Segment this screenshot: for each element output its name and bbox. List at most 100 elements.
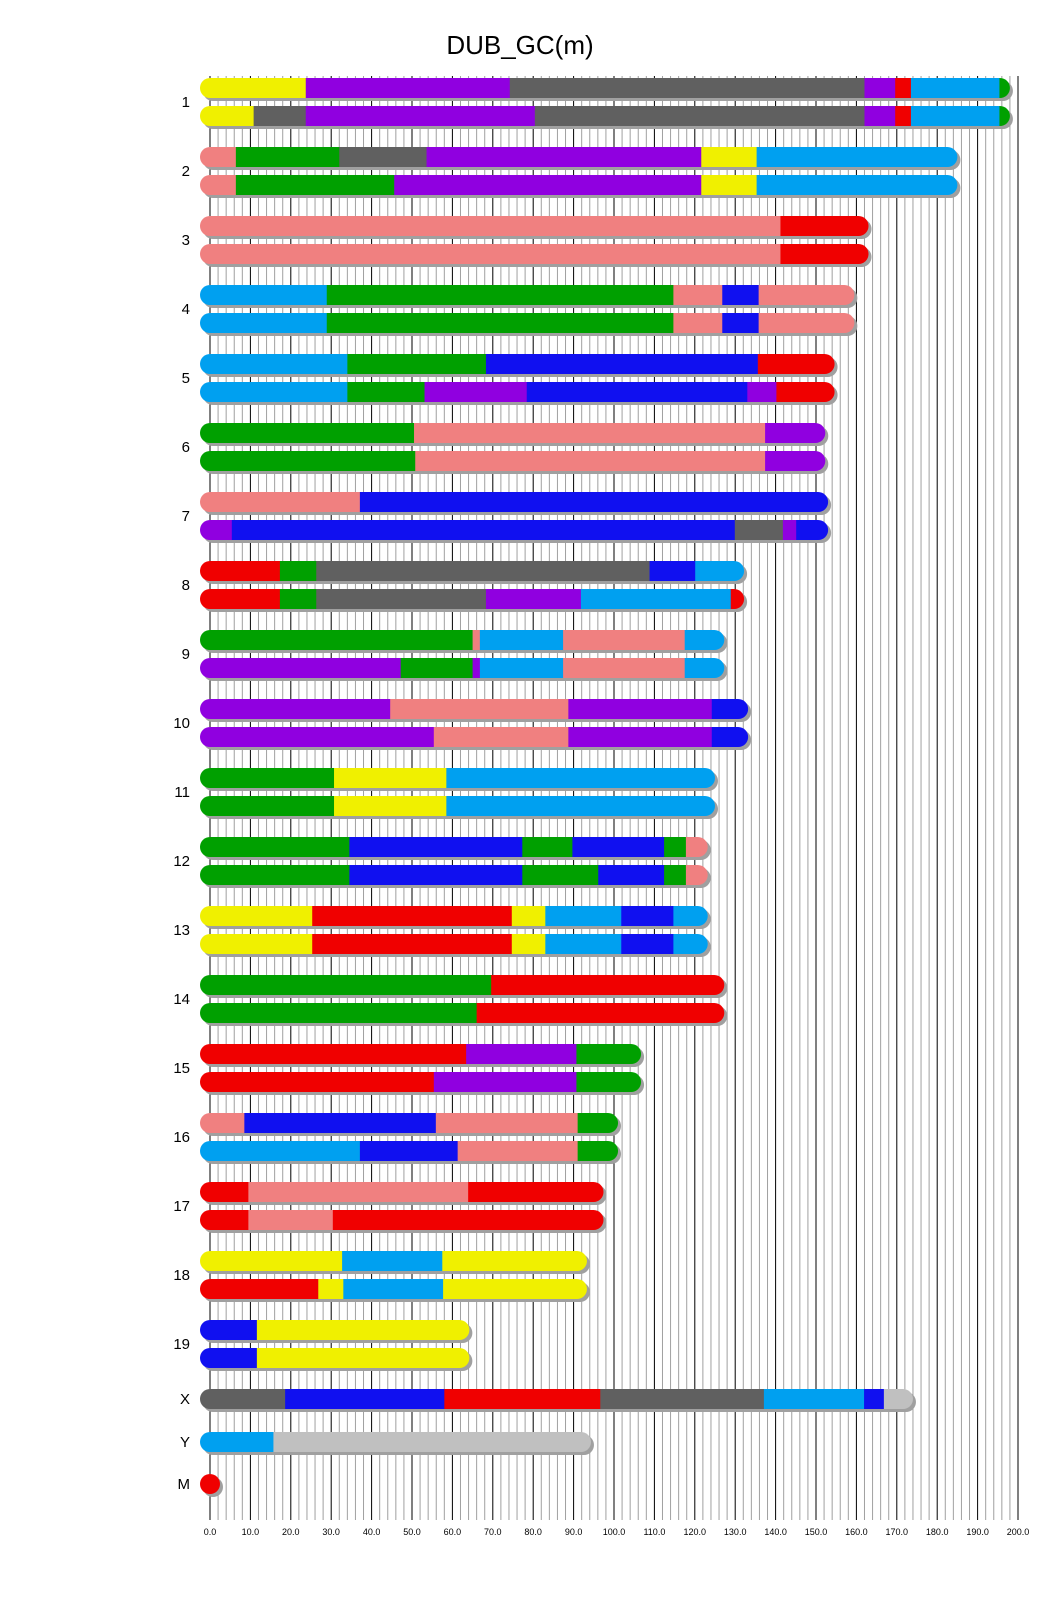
segment-blue — [864, 1389, 885, 1409]
x-tick-label: 170.0 — [886, 1527, 909, 1537]
segment-blue — [722, 285, 760, 305]
segment-yellow — [511, 906, 546, 926]
segment-red — [332, 1210, 604, 1230]
segment-red — [776, 382, 835, 402]
chromosome-label: 4 — [182, 301, 190, 318]
segment-blue — [359, 492, 829, 512]
segment-purple — [568, 727, 713, 747]
segment-blue — [722, 313, 760, 333]
segment-gray — [339, 147, 428, 167]
segment-yellow — [200, 934, 313, 954]
segment-blue — [796, 520, 829, 540]
segment-lightblue — [910, 78, 1000, 98]
segment-green — [522, 837, 573, 857]
segment-green — [664, 837, 687, 857]
segment-salmon — [673, 285, 723, 305]
segment-salmon — [415, 451, 766, 471]
segment-blue — [200, 1348, 258, 1368]
segment-green — [576, 1044, 642, 1064]
segment-lightblue — [910, 106, 1000, 126]
segment-lightblue — [684, 630, 725, 650]
segment-gray — [316, 561, 651, 581]
chromosome-bar — [200, 147, 961, 170]
segment-gray — [734, 520, 784, 540]
segment-lightblue — [695, 561, 745, 581]
segment-yellow — [443, 1279, 587, 1299]
segment-green — [200, 975, 492, 995]
segment-blue — [349, 865, 523, 885]
segment-red — [200, 1072, 435, 1092]
segment-gray — [534, 106, 865, 126]
chromosome-label: 3 — [182, 232, 190, 249]
segment-purple — [466, 1044, 577, 1064]
chromosome-bar — [200, 423, 829, 446]
chromosome-label: 10 — [173, 715, 190, 732]
chromosome-label: 2 — [182, 163, 190, 180]
segment-yellow — [256, 1320, 470, 1340]
chromosome-bar — [200, 78, 1013, 101]
x-axis-ticks: 0.0 10.0 20.0 30.0 40.0 50.0 60.0 70.0 80.0 90.0 1… — [204, 1527, 1030, 1537]
chromosome-bar — [200, 1389, 916, 1412]
segment-green — [200, 1003, 478, 1023]
segment-green — [326, 313, 674, 333]
x-tick-label: 30.0 — [322, 1527, 340, 1537]
segment-salmon — [200, 1113, 245, 1133]
segment-salmon — [758, 285, 855, 305]
segment-yellow — [200, 906, 313, 926]
segment-lightblue — [200, 285, 328, 305]
chromosome-bar — [200, 975, 728, 998]
segment-green — [200, 768, 335, 788]
segment-blue — [711, 727, 749, 747]
segment-purple — [200, 658, 402, 678]
chromosome-bar — [200, 1044, 645, 1067]
chromosome-bar — [200, 865, 711, 888]
segment-salmon — [563, 658, 686, 678]
segment-salmon — [248, 1210, 334, 1230]
segment-yellow — [701, 147, 758, 167]
segment-purple — [424, 382, 528, 402]
chromosome-bar — [200, 216, 872, 239]
chromosome-bar — [200, 313, 858, 336]
segment-salmon — [685, 865, 708, 885]
segment-blue — [598, 865, 665, 885]
x-tick-label: 100.0 — [603, 1527, 626, 1537]
segment-blue — [285, 1389, 445, 1409]
segment-red — [491, 975, 725, 995]
segment-red — [200, 1279, 319, 1299]
segment-salmon — [673, 313, 723, 333]
segment-purple — [305, 78, 511, 98]
segment-purple — [200, 699, 391, 719]
segment-red — [730, 589, 745, 609]
segment-gray — [509, 78, 865, 98]
chromosome-bar — [200, 354, 838, 377]
chromosome-bar — [200, 906, 711, 929]
x-tick-label: 50.0 — [403, 1527, 421, 1537]
segment-purple — [568, 699, 713, 719]
chromosome-label: 7 — [182, 508, 190, 525]
segment-gray — [600, 1389, 765, 1409]
chromosome-label: X — [180, 1391, 190, 1408]
segment-lightblue — [545, 934, 622, 954]
x-tick-label: 90.0 — [565, 1527, 583, 1537]
segment-lightblue — [200, 313, 328, 333]
segment-green — [235, 147, 340, 167]
segment-green — [576, 1072, 642, 1092]
chromosome-label: 9 — [182, 646, 190, 663]
chromosome-bar — [200, 492, 832, 515]
x-tick-label: 0.0 — [204, 1527, 217, 1537]
segment-yellow — [256, 1348, 470, 1368]
chromosome-label: Y — [180, 1434, 190, 1451]
segment-lightblue — [200, 1141, 361, 1161]
x-tick-label: 150.0 — [805, 1527, 828, 1537]
segment-red — [780, 244, 869, 264]
chromosome-bar — [200, 1251, 590, 1274]
chromosome-bar — [200, 768, 718, 791]
segment-blue — [485, 354, 759, 374]
segment-red — [200, 1182, 249, 1202]
segment-salmon — [472, 630, 481, 650]
segment-green — [664, 865, 687, 885]
segment-purple — [765, 423, 826, 443]
segment-lightblue — [479, 658, 564, 678]
segment-purple — [426, 147, 702, 167]
segment-red — [312, 906, 513, 926]
